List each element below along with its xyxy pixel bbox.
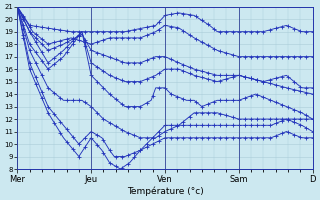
X-axis label: Température (°c): Température (°c) bbox=[127, 186, 203, 196]
